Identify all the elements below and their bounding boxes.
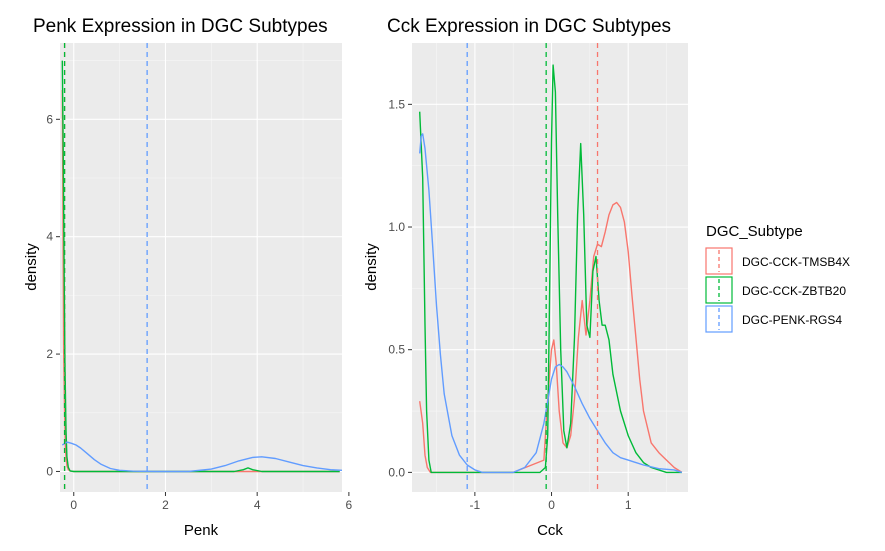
- legend: DGC_Subtype DGC-CCK-TMSB4X DGC-CCK-ZBTB20…: [705, 223, 850, 333]
- legend-title: DGC_Subtype: [706, 223, 803, 240]
- x-axis-title-penk: Penk: [184, 522, 219, 539]
- density-lines-penk: [61, 60, 342, 473]
- legend-item: DGC-PENK-RGS4: [705, 305, 842, 333]
- x-tick-label: 1: [625, 498, 632, 512]
- x-tick-label: 2: [162, 498, 169, 512]
- x-axis-title-cck: Cck: [537, 522, 563, 539]
- legend-label: DGC-PENK-RGS4: [742, 313, 842, 327]
- density-line-dgc-penk-rgs4: [61, 441, 342, 473]
- x-tick-label: 4: [254, 498, 261, 512]
- y-tick-label: 1.0: [388, 220, 405, 234]
- density-line-dgc-penk-rgs4: [419, 133, 683, 474]
- panel-penk: Penk Expression in DGC Subtypes 0 2 4 6 0 2 4 6…: [23, 16, 353, 539]
- tick-labels-penk: 0 2 4 6 0 2 4 6: [46, 112, 352, 512]
- tick-labels-cck: -1 0 1 0.0 0.5 1.0 1.5: [388, 97, 632, 512]
- x-tick-label: 0: [70, 498, 77, 512]
- legend-label: DGC-CCK-TMSB4X: [742, 255, 850, 269]
- y-tick-label: 0.5: [388, 343, 405, 357]
- density-line-dgc-cck-zbtb20: [61, 60, 340, 473]
- y-tick-label: 4: [46, 230, 53, 244]
- plot-background-penk: [60, 43, 342, 492]
- x-tick-label: 0: [548, 498, 555, 512]
- mean-lines-cck: [466, 43, 599, 492]
- chart-title-cck: Cck Expression in DGC Subtypes: [387, 16, 671, 37]
- y-tick-label: 0: [46, 464, 53, 478]
- y-tick-label: 1.5: [388, 97, 405, 111]
- y-tick-label: 2: [46, 347, 53, 361]
- density-line-dgc-cck-zbtb20: [419, 64, 682, 474]
- mean-lines-penk: [63, 43, 148, 492]
- y-tick-label: 6: [46, 112, 53, 126]
- x-tick-label: -1: [470, 498, 481, 512]
- legend-label: DGC-CCK-ZBTB20: [742, 284, 846, 298]
- legend-item: DGC-CCK-TMSB4X: [705, 247, 850, 275]
- chart-title-penk: Penk Expression in DGC Subtypes: [33, 16, 328, 37]
- panel-cck: Cck Expression in DGC Subtypes -1 0 1 0.0 0.…: [363, 16, 688, 539]
- y-tick-label: 0.0: [388, 465, 405, 479]
- legend-item: DGC-CCK-ZBTB20: [705, 276, 846, 304]
- density-lines-cck: [419, 64, 683, 474]
- legend-items: DGC-CCK-TMSB4X DGC-CCK-ZBTB20 DGC-PENK-RGS…: [705, 247, 850, 333]
- y-axis-title-penk: density: [23, 243, 40, 291]
- y-axis-title-cck: density: [363, 243, 380, 291]
- x-tick-label: 6: [346, 498, 353, 512]
